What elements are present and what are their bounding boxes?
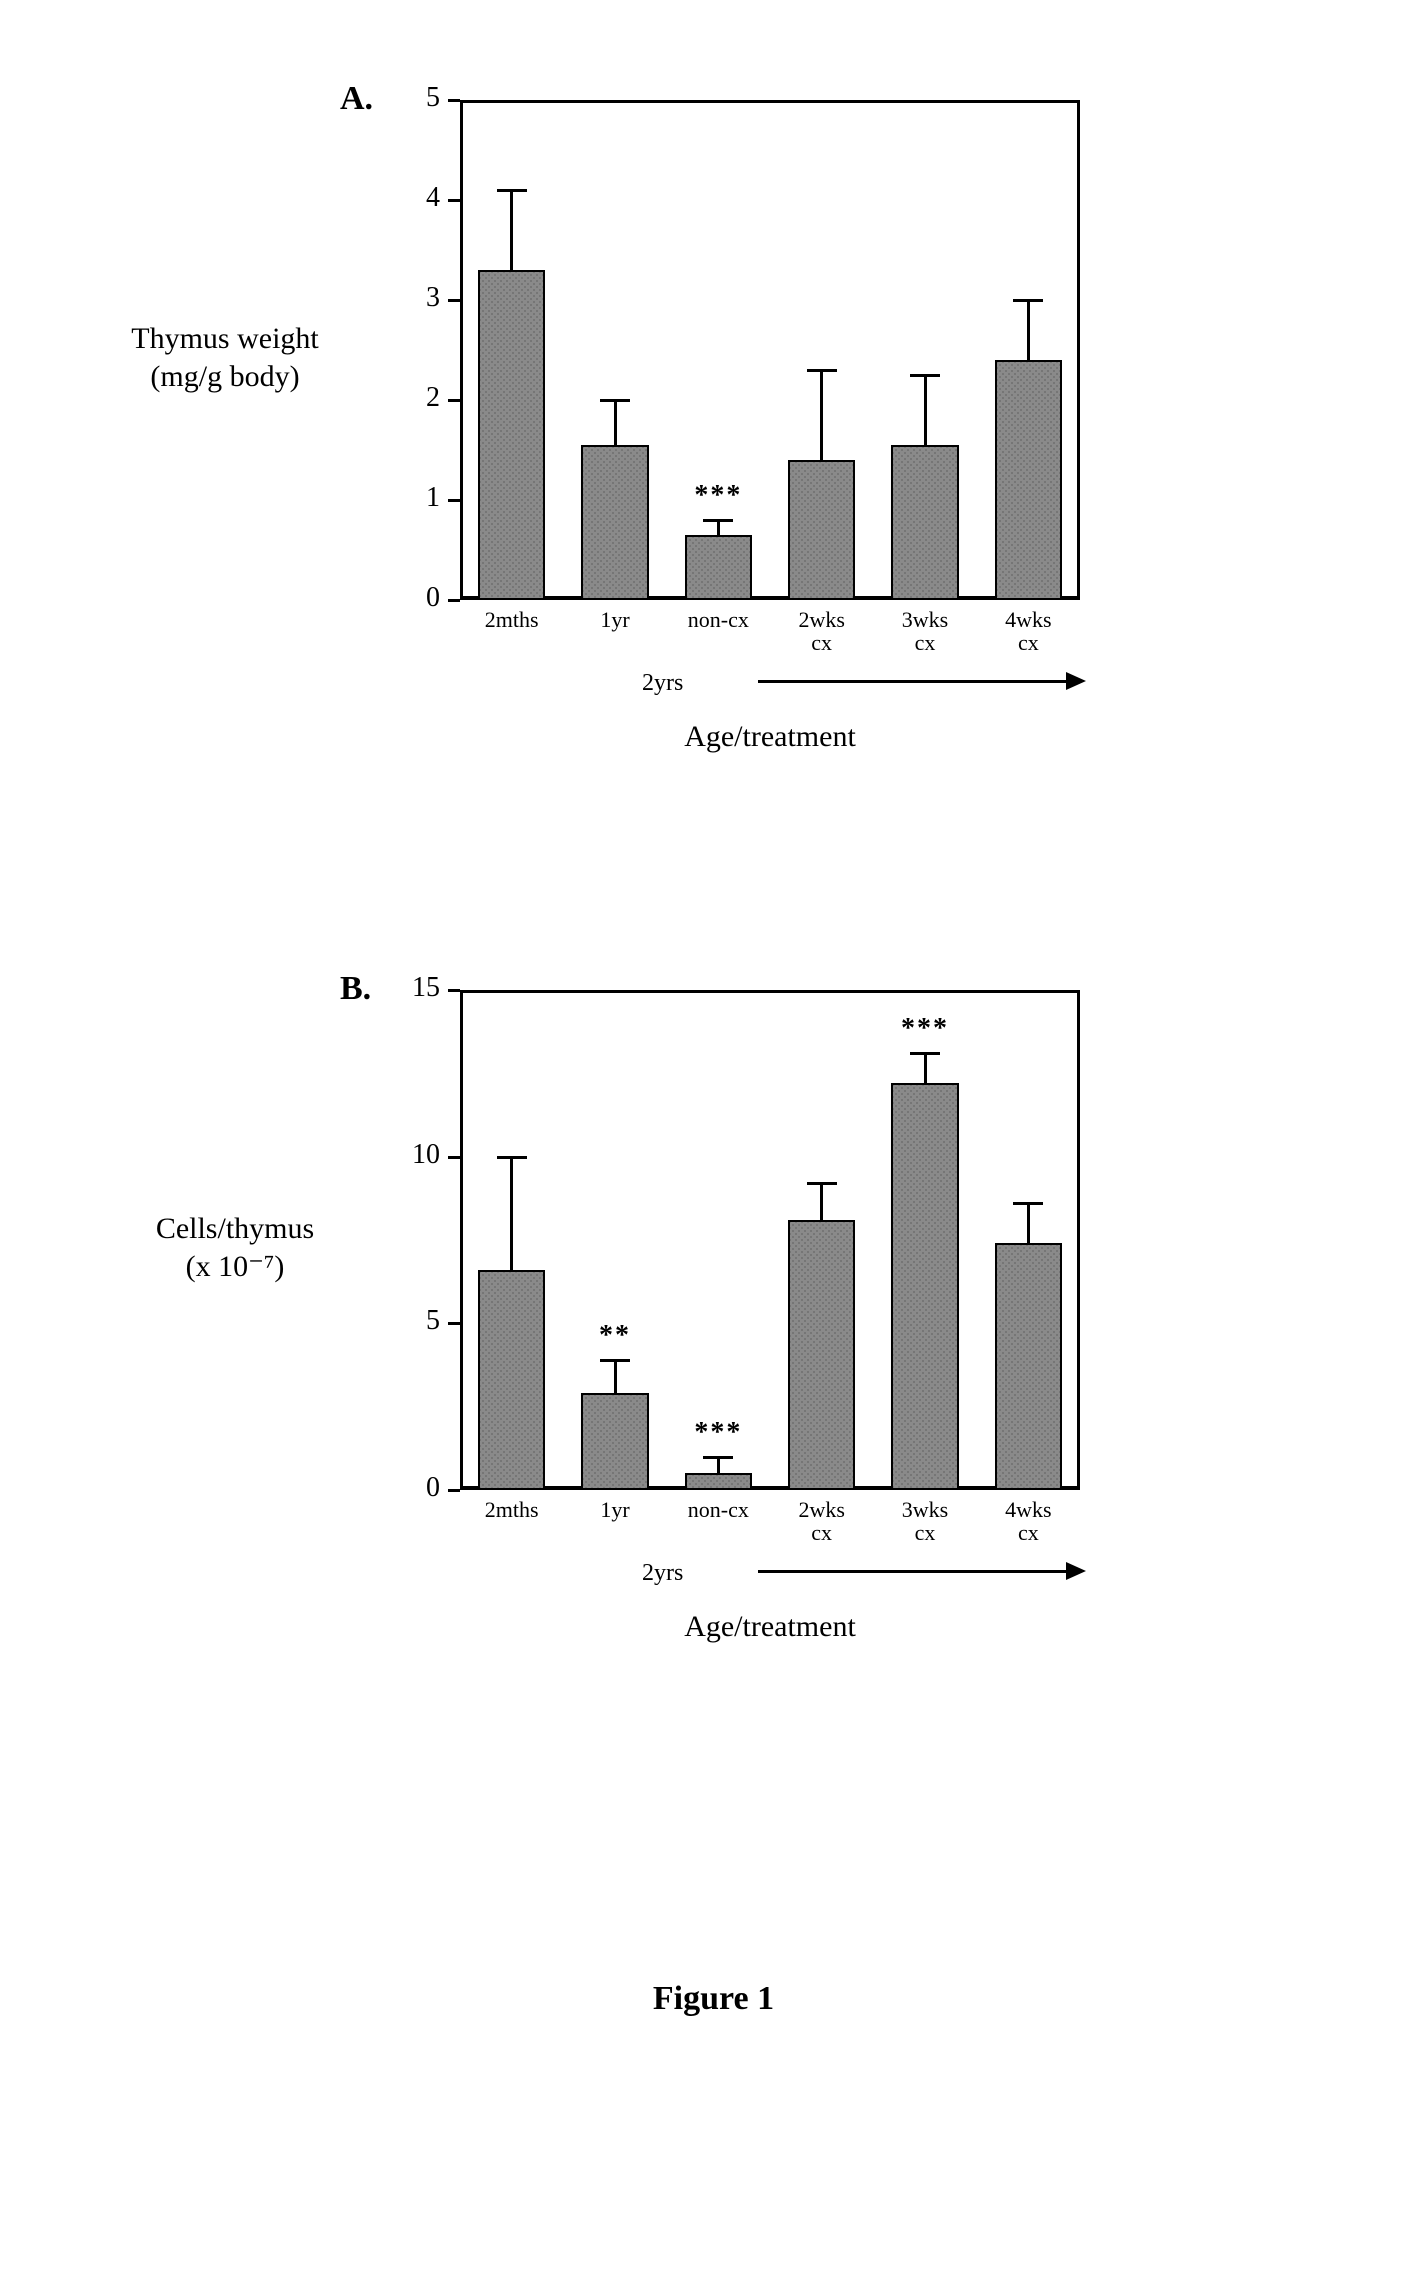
error-bar	[717, 1457, 720, 1474]
arrow-head-icon	[1066, 1562, 1086, 1580]
error-bar	[924, 375, 927, 445]
panel-b-plot-area	[460, 990, 1080, 1490]
panel-a-y-axis-title: Thymus weight (mg/g body)	[60, 320, 390, 395]
x-tick-label: non-cx	[667, 1498, 770, 1521]
group-arrow-line	[758, 680, 1068, 683]
x-tick-label: 1yr	[563, 1498, 666, 1521]
panel-a-plot-area	[460, 100, 1080, 600]
x-tick-label: 3wkscx	[873, 1498, 976, 1544]
y-tick	[448, 399, 460, 402]
error-cap	[910, 374, 940, 377]
bar	[478, 1270, 545, 1490]
error-cap	[600, 1359, 630, 1362]
x-tick-label: 3wkscx	[873, 608, 976, 654]
error-bar	[614, 400, 617, 445]
panel-b: B. Cells/thymus (x 10⁻⁷) 2yrs Age/treatm…	[0, 960, 1427, 1780]
error-cap	[497, 1156, 527, 1159]
panel-b-2yrs-label: 2yrs	[642, 1560, 683, 1587]
error-bar	[717, 520, 720, 535]
y-tick	[448, 99, 460, 102]
x-tick-label: 2wkscx	[770, 1498, 873, 1544]
bar	[891, 1083, 958, 1490]
y-tick-label: 0	[390, 582, 440, 614]
arrow-head-icon	[1066, 672, 1086, 690]
bar	[891, 445, 958, 600]
error-cap	[1013, 1202, 1043, 1205]
x-tick-label: non-cx	[667, 608, 770, 631]
y-tick	[448, 1322, 460, 1325]
bar	[685, 535, 752, 600]
y-tick	[448, 1156, 460, 1159]
error-cap	[1013, 299, 1043, 302]
error-cap	[497, 189, 527, 192]
panel-b-y-title-line2: (x 10⁻⁷)	[186, 1250, 285, 1283]
y-tick	[448, 1489, 460, 1492]
x-tick-label: 2mths	[460, 1498, 563, 1521]
x-tick-label: 1yr	[563, 608, 666, 631]
group-arrow-line	[758, 1570, 1068, 1573]
significance-marker: ***	[668, 1417, 768, 1449]
x-tick-label: 2mths	[460, 608, 563, 631]
panel-a-y-title-line2: (mg/g body)	[150, 360, 299, 393]
y-tick	[448, 299, 460, 302]
error-cap	[807, 1182, 837, 1185]
y-tick-label: 5	[390, 1305, 440, 1337]
significance-marker: ***	[668, 480, 768, 512]
error-cap	[703, 1456, 733, 1459]
bar	[788, 1220, 855, 1490]
y-tick-label: 15	[390, 972, 440, 1004]
error-cap	[600, 399, 630, 402]
error-bar	[510, 1157, 513, 1270]
error-bar	[1027, 300, 1030, 360]
y-tick-label: 0	[390, 1472, 440, 1504]
y-tick-label: 10	[390, 1139, 440, 1171]
y-tick-label: 2	[390, 382, 440, 414]
error-bar	[614, 1360, 617, 1393]
x-tick-label: 4wkscx	[977, 1498, 1080, 1544]
error-cap	[910, 1052, 940, 1055]
x-tick-label: 2wkscx	[770, 608, 873, 654]
significance-marker: ***	[875, 1013, 975, 1045]
error-bar	[820, 1183, 823, 1220]
y-tick	[448, 599, 460, 602]
y-tick	[448, 989, 460, 992]
bar	[685, 1473, 752, 1490]
panel-a-x-axis-title: Age/treatment	[460, 720, 1080, 754]
panel-b-x-axis-title: Age/treatment	[460, 1610, 1080, 1644]
panel-a-label: A.	[340, 80, 373, 118]
bar	[581, 1393, 648, 1490]
x-tick-label: 4wkscx	[977, 608, 1080, 654]
page: A. Thymus weight (mg/g body) 2yrs Age/tr…	[0, 0, 1427, 2273]
panel-a-y-title-line1: Thymus weight	[131, 322, 319, 355]
y-tick-label: 3	[390, 282, 440, 314]
significance-marker: **	[565, 1320, 665, 1352]
panel-a: A. Thymus weight (mg/g body) 2yrs Age/tr…	[0, 70, 1427, 890]
y-tick-label: 4	[390, 182, 440, 214]
error-cap	[703, 519, 733, 522]
figure-caption: Figure 1	[0, 1980, 1427, 2018]
error-bar	[820, 370, 823, 460]
bar	[581, 445, 648, 600]
error-bar	[924, 1053, 927, 1083]
bar	[788, 460, 855, 600]
panel-b-y-title-line1: Cells/thymus	[156, 1212, 314, 1245]
bar	[995, 1243, 1062, 1490]
panel-b-y-axis-title: Cells/thymus (x 10⁻⁷)	[80, 1210, 390, 1285]
bar	[995, 360, 1062, 600]
y-tick	[448, 499, 460, 502]
bar	[478, 270, 545, 600]
error-bar	[1027, 1203, 1030, 1243]
y-tick-label: 1	[390, 482, 440, 514]
y-tick-label: 5	[390, 82, 440, 114]
y-tick	[448, 199, 460, 202]
panel-b-label: B.	[340, 970, 371, 1008]
error-cap	[807, 369, 837, 372]
panel-a-2yrs-label: 2yrs	[642, 670, 683, 697]
error-bar	[510, 190, 513, 270]
